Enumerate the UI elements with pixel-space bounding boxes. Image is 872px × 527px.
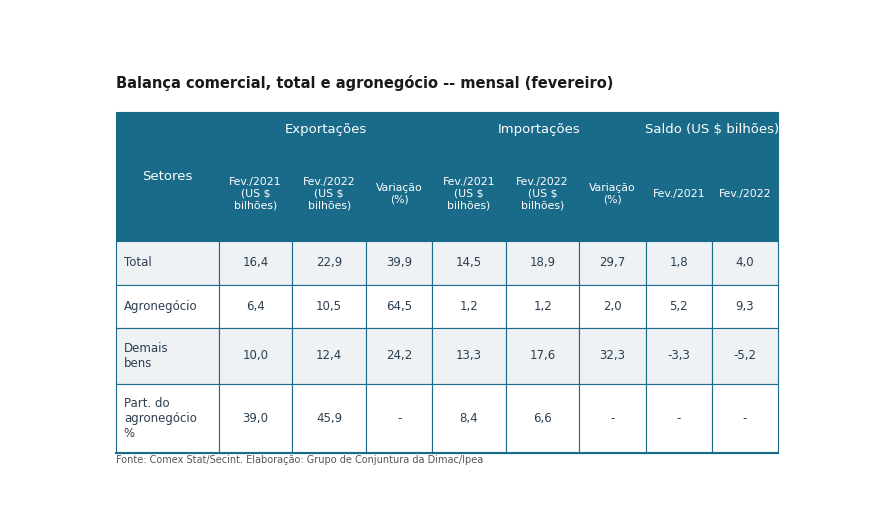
Text: 4,0: 4,0 <box>736 257 754 269</box>
Text: Importações: Importações <box>498 123 580 135</box>
Text: 32,3: 32,3 <box>599 349 625 362</box>
Text: 14,5: 14,5 <box>456 257 482 269</box>
Bar <box>579 328 645 384</box>
Text: Demais
bens: Demais bens <box>124 341 168 370</box>
Bar <box>116 384 219 453</box>
Bar <box>116 285 219 328</box>
Bar <box>506 328 579 384</box>
Text: -: - <box>677 412 681 425</box>
Text: Fev./2022
(US $
bilhões): Fev./2022 (US $ bilhões) <box>516 177 569 210</box>
Text: 29,7: 29,7 <box>599 257 625 269</box>
Text: -3,3: -3,3 <box>667 349 690 362</box>
Bar <box>292 241 366 285</box>
Bar <box>506 147 579 241</box>
Text: -: - <box>743 412 747 425</box>
Bar <box>366 241 433 285</box>
Bar <box>645 147 712 241</box>
Text: Saldo (US $ bilhões): Saldo (US $ bilhões) <box>644 123 779 135</box>
Text: 22,9: 22,9 <box>316 257 343 269</box>
Bar <box>645 112 778 147</box>
Bar <box>645 328 712 384</box>
Bar <box>433 285 506 328</box>
Text: -: - <box>397 412 401 425</box>
Text: 17,6: 17,6 <box>529 349 555 362</box>
Text: 39,9: 39,9 <box>386 257 412 269</box>
Text: 24,2: 24,2 <box>386 349 412 362</box>
Text: Fev./2021: Fev./2021 <box>652 189 705 199</box>
Text: Balança comercial, total e agronegócio -- mensal (fevereiro): Balança comercial, total e agronegócio -… <box>116 75 613 91</box>
Text: 5,2: 5,2 <box>670 299 688 313</box>
Bar <box>433 328 506 384</box>
Bar <box>506 285 579 328</box>
Text: 12,4: 12,4 <box>316 349 343 362</box>
Bar <box>433 112 645 147</box>
Text: Fev./2022
(US $
bilhões): Fev./2022 (US $ bilhões) <box>303 177 356 210</box>
Text: 8,4: 8,4 <box>460 412 478 425</box>
Bar <box>645 285 712 328</box>
Text: 2,0: 2,0 <box>603 299 622 313</box>
Text: Part. do
agronegócio
%: Part. do agronegócio % <box>124 397 197 440</box>
Text: Exportações: Exportações <box>284 123 366 135</box>
Text: 6,4: 6,4 <box>246 299 265 313</box>
Text: 39,0: 39,0 <box>242 412 269 425</box>
Bar <box>219 384 292 453</box>
Bar <box>292 147 366 241</box>
Text: -: - <box>610 412 615 425</box>
Bar <box>712 241 778 285</box>
Text: 1,2: 1,2 <box>533 299 552 313</box>
Bar <box>579 285 645 328</box>
Text: 18,9: 18,9 <box>529 257 555 269</box>
Bar <box>292 328 366 384</box>
Text: 64,5: 64,5 <box>386 299 412 313</box>
Bar <box>712 147 778 241</box>
Bar <box>219 147 292 241</box>
Bar <box>506 384 579 453</box>
Bar <box>219 328 292 384</box>
Text: Fonte: Comex Stat/Secint. Elaboração: Grupo de Conjuntura da Dimac/Ipea: Fonte: Comex Stat/Secint. Elaboração: Gr… <box>116 455 483 465</box>
Text: 1,2: 1,2 <box>460 299 479 313</box>
Bar <box>645 384 712 453</box>
Text: 6,6: 6,6 <box>533 412 552 425</box>
Bar <box>579 147 645 241</box>
Text: Fev./2021
(US $
bilhões): Fev./2021 (US $ bilhões) <box>443 177 495 210</box>
Bar <box>219 241 292 285</box>
Text: Agronegócio: Agronegócio <box>124 299 197 313</box>
Bar <box>366 285 433 328</box>
Text: 9,3: 9,3 <box>736 299 754 313</box>
Text: Fev./2022: Fev./2022 <box>719 189 771 199</box>
Bar <box>366 328 433 384</box>
Text: 16,4: 16,4 <box>242 257 269 269</box>
Text: 13,3: 13,3 <box>456 349 482 362</box>
Bar <box>433 147 506 241</box>
Text: 45,9: 45,9 <box>316 412 342 425</box>
Bar <box>712 384 778 453</box>
Text: Variação
(%): Variação (%) <box>376 183 422 204</box>
Bar <box>712 285 778 328</box>
Text: 10,5: 10,5 <box>317 299 342 313</box>
Bar <box>292 384 366 453</box>
Bar <box>579 241 645 285</box>
Bar <box>433 384 506 453</box>
Bar <box>219 285 292 328</box>
Text: Setores: Setores <box>142 170 193 183</box>
Bar <box>292 285 366 328</box>
Text: 10,0: 10,0 <box>242 349 269 362</box>
Bar <box>712 328 778 384</box>
Bar <box>366 384 433 453</box>
Bar <box>116 328 219 384</box>
Text: -5,2: -5,2 <box>733 349 756 362</box>
Bar <box>219 112 433 147</box>
Text: Fev./2021
(US $
bilhões): Fev./2021 (US $ bilhões) <box>229 177 282 210</box>
Bar <box>579 384 645 453</box>
Bar <box>116 112 219 241</box>
Text: 1,8: 1,8 <box>670 257 688 269</box>
Bar <box>116 241 219 285</box>
Bar <box>506 241 579 285</box>
Bar <box>433 241 506 285</box>
Bar <box>645 241 712 285</box>
Text: Variação
(%): Variação (%) <box>589 183 636 204</box>
Bar <box>366 147 433 241</box>
Text: Total: Total <box>124 257 152 269</box>
